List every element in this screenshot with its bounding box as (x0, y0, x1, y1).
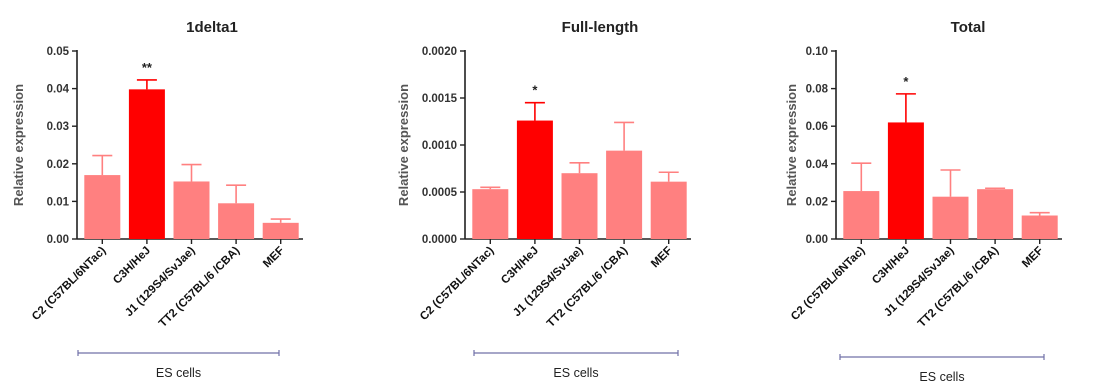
group-label: ES cells (553, 366, 598, 380)
chart-title: Total (951, 19, 986, 36)
x-tick-label: C3H/HeJ (499, 245, 541, 287)
chart-panel-3: Total Relative expression 0.00 0.02 0.04 0.06… (784, 19, 1062, 383)
chart-title: Full-length (562, 19, 639, 36)
x-tick-label: MEF (649, 245, 675, 271)
y-tick-label: 0.03 (47, 121, 69, 133)
group-label: ES cells (156, 366, 201, 380)
y-tick-label: 0.10 (806, 46, 828, 58)
bar (128, 89, 165, 240)
bar (932, 196, 969, 239)
chart-panel-2: Full-length Relative expression 0.0000 0.00… (396, 19, 691, 380)
significance-marker: ** (142, 60, 153, 75)
significance-marker: * (903, 74, 909, 89)
bar (650, 181, 687, 239)
bar (84, 175, 121, 239)
y-tick-label: 0.05 (47, 46, 70, 58)
bar (1021, 215, 1058, 239)
significance-marker: * (532, 83, 538, 98)
x-tick-label: C2 (C57BL/6NTac) (789, 245, 867, 323)
y-tick-label: 0.04 (806, 159, 829, 171)
y-tick-label: 0.0015 (422, 93, 458, 105)
y-tick-label: 0.00 (806, 234, 828, 246)
bar (472, 189, 509, 239)
bar (262, 222, 299, 239)
x-tick-label: MEF (261, 245, 287, 271)
y-tick-label: 0.0000 (422, 234, 457, 246)
x-tick-label: MEF (1020, 245, 1046, 271)
x-tick-label: C2 (C57BL/6NTac) (418, 245, 496, 323)
y-tick-label: 0.00 (47, 234, 69, 246)
bar (561, 173, 598, 239)
bar (173, 181, 210, 239)
y-tick-label: 0.01 (47, 196, 70, 208)
bar (977, 189, 1014, 239)
y-tick-label: 0.08 (806, 84, 829, 96)
y-axis-label: Relative expression (11, 84, 26, 206)
y-tick-label: 0.0010 (422, 140, 457, 152)
y-tick-label: 0.02 (47, 159, 69, 171)
bar (887, 122, 924, 239)
bar (606, 150, 643, 239)
chart-title: 1delta1 (186, 19, 238, 36)
chart-panel-1: 1delta1 Relative expression 0.00 0.01 0.02 0.… (11, 19, 303, 380)
x-tick-label: C2 (C57BL/6NTac) (30, 245, 108, 323)
y-tick-label: 0.04 (47, 84, 70, 96)
y-tick-label: 0.02 (806, 196, 828, 208)
x-tick-label: TT2 (C57BL/6 /CBA) (545, 245, 630, 330)
bar (843, 191, 880, 239)
y-axis-label: Relative expression (396, 84, 411, 206)
y-axis-label: Relative expression (784, 84, 799, 206)
x-tick-label: C3H/HeJ (870, 245, 912, 287)
x-tick-label: C3H/HeJ (111, 245, 153, 287)
bar (218, 203, 255, 239)
x-tick-label: TT2 (C57BL/6 /CBA) (157, 245, 242, 330)
bar (516, 120, 553, 239)
y-tick-label: 0.06 (806, 121, 828, 133)
x-tick-label: TT2 (C57BL/6 /CBA) (916, 245, 1001, 330)
y-tick-label: 0.0020 (422, 46, 457, 58)
group-label: ES cells (919, 370, 964, 383)
y-tick-label: 0.0005 (422, 187, 458, 199)
